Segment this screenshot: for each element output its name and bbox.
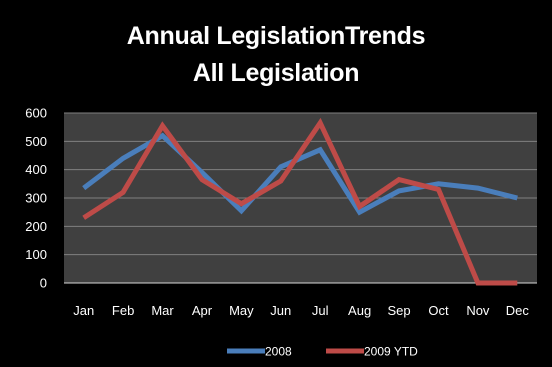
y-tick-label: 0 xyxy=(40,276,47,291)
x-tick-label: Nov xyxy=(466,303,490,318)
legend-label-0: 2008 xyxy=(265,345,292,359)
legend-label-1: 2009 YTD xyxy=(364,345,418,359)
y-tick-label: 400 xyxy=(25,162,47,177)
y-tick-label: 300 xyxy=(25,191,47,206)
x-tick-label: Dec xyxy=(506,303,530,318)
y-tick-label: 100 xyxy=(25,247,47,262)
chart-title-line-1: Annual LegislationTrends xyxy=(126,22,426,50)
x-tick-label: Jan xyxy=(73,303,94,318)
x-tick-label: Apr xyxy=(192,303,213,318)
y-tick-label: 600 xyxy=(25,106,47,121)
y-tick-label: 200 xyxy=(25,219,47,234)
x-tick-label: Aug xyxy=(348,303,371,318)
series-line-1 xyxy=(82,117,518,286)
x-tick-label: May xyxy=(229,303,254,318)
x-tick-label: Mar xyxy=(151,303,174,318)
x-tick-label: Jul xyxy=(312,303,329,318)
x-tick-label: Feb xyxy=(112,303,134,318)
x-tick-label: Oct xyxy=(428,303,449,318)
chart-title-line-2: All Legislation xyxy=(192,59,360,87)
x-tick-label: Sep xyxy=(387,303,410,318)
x-tick-label: Jun xyxy=(270,303,291,318)
y-tick-label: 500 xyxy=(25,134,47,149)
